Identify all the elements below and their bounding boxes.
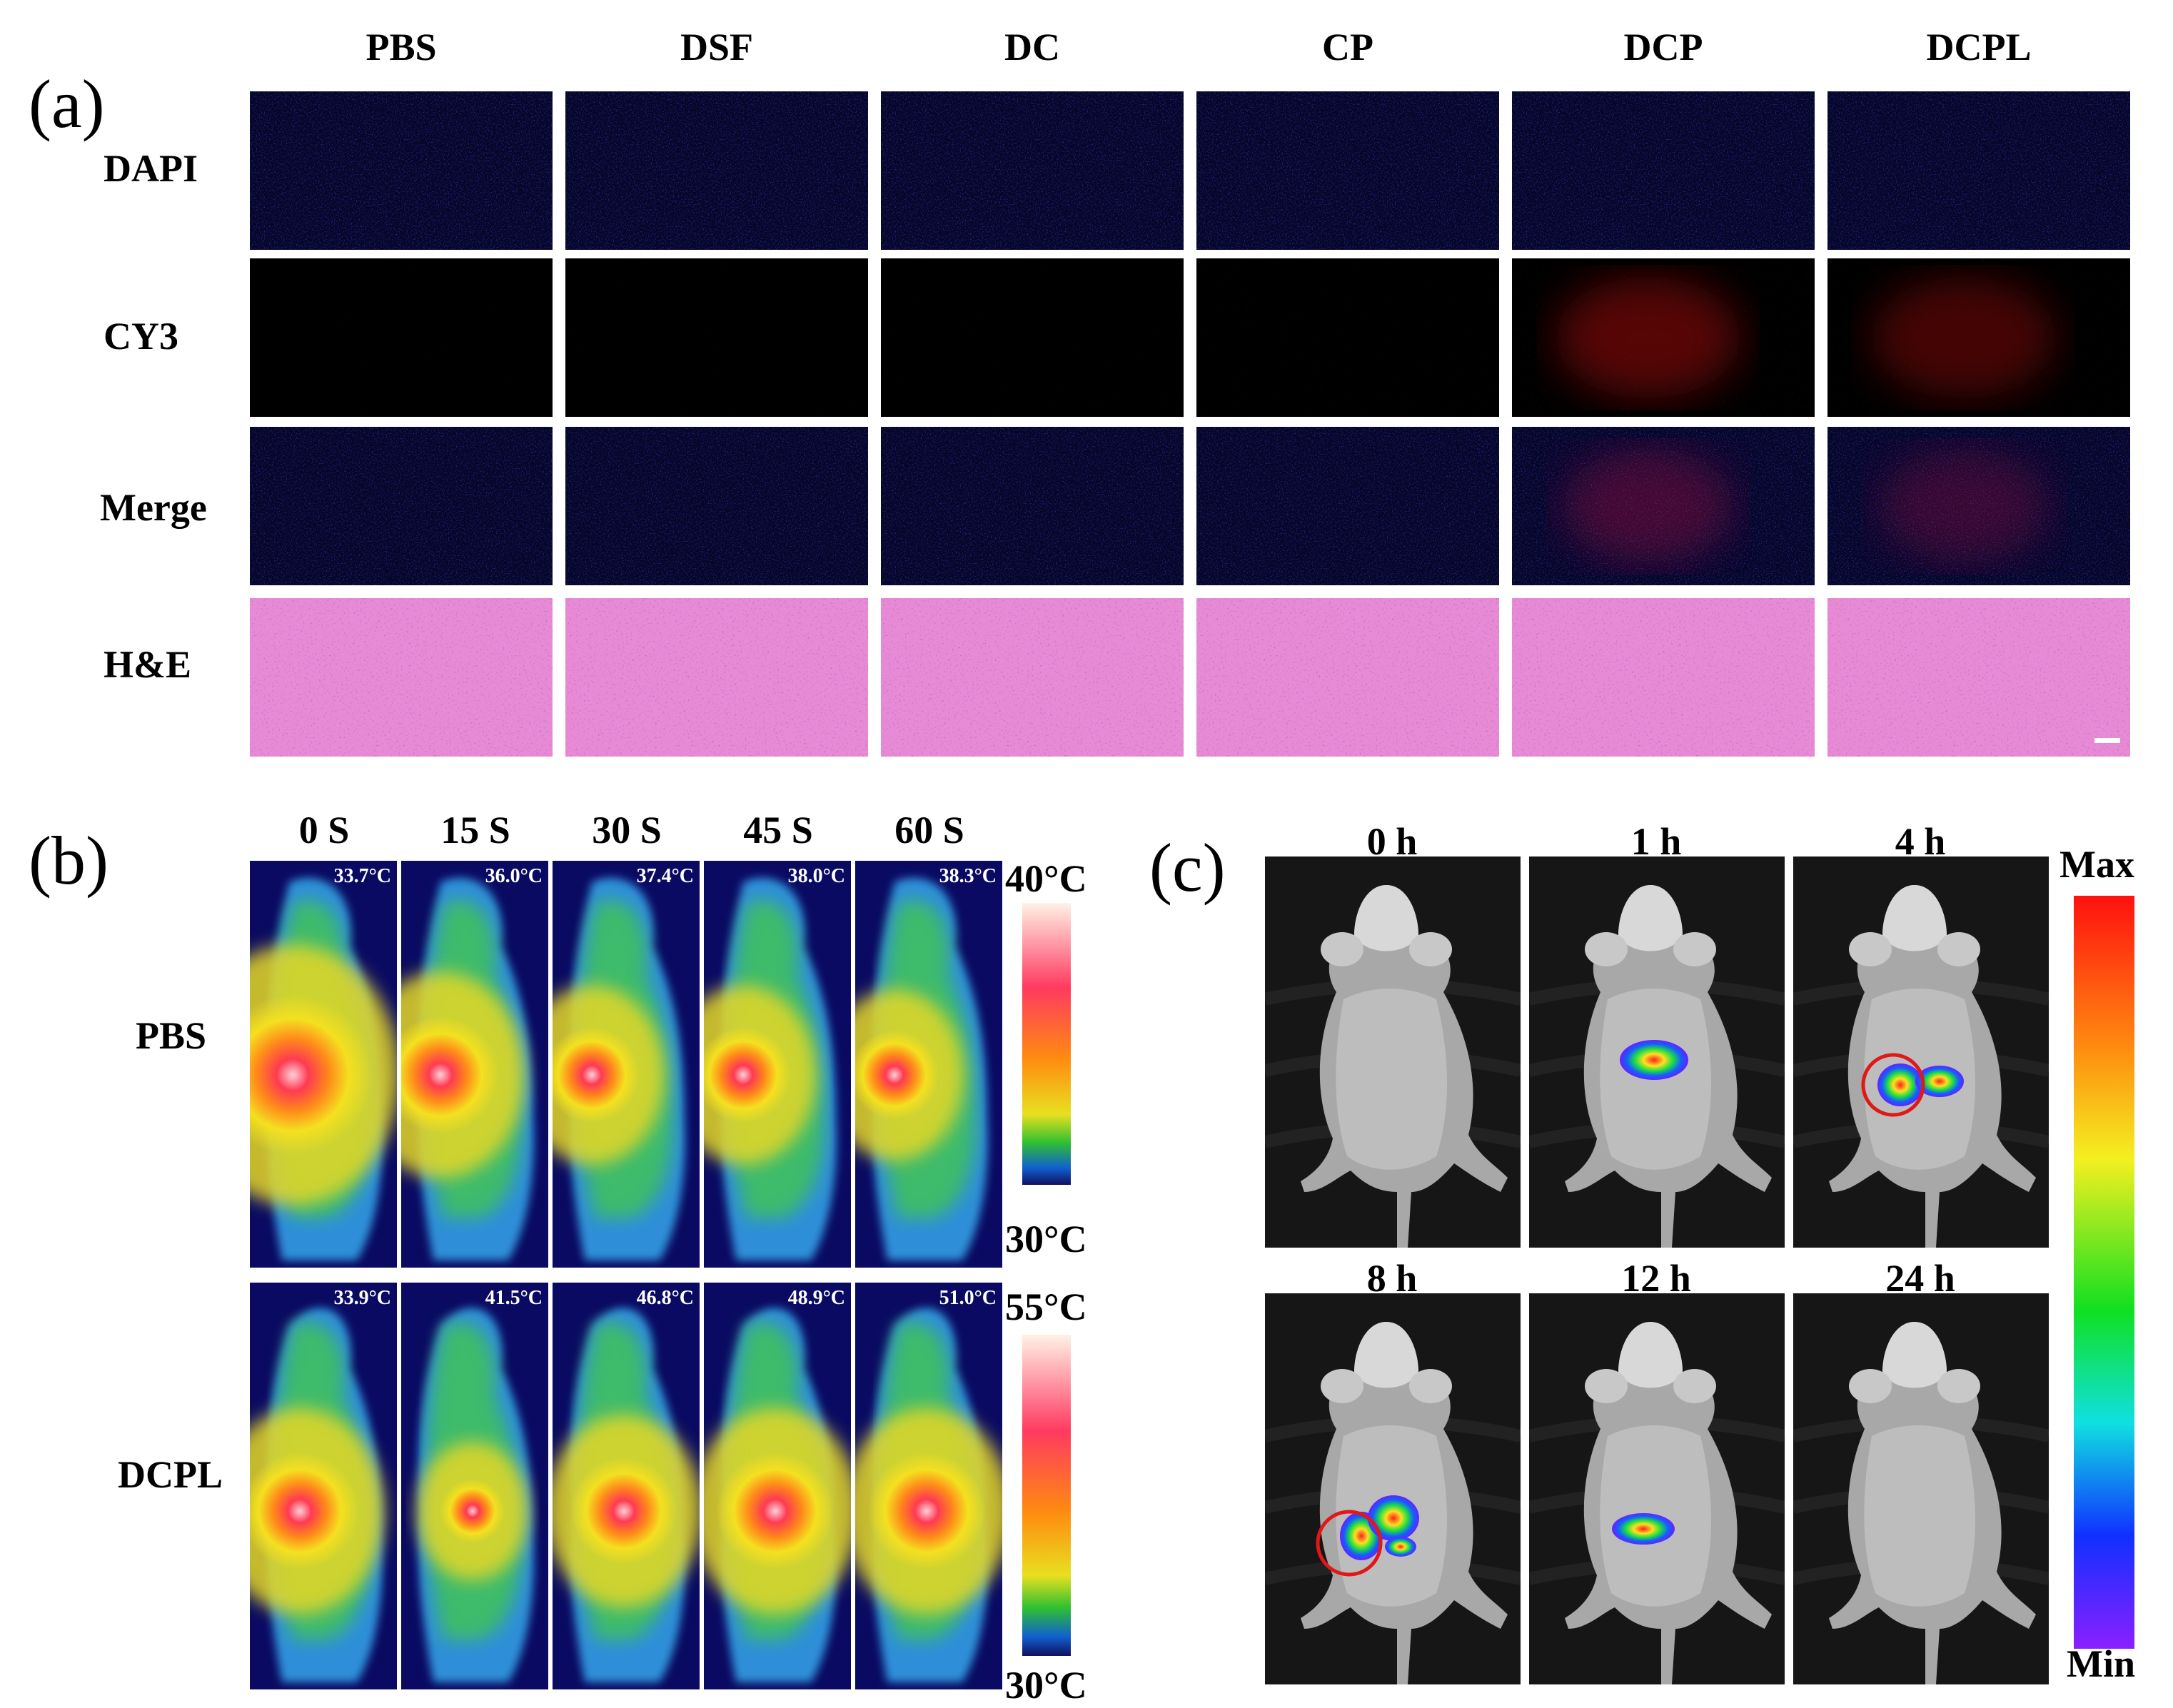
mouse-image-24h xyxy=(1793,1293,2049,1684)
thermal-image-pbs-4: 38.3°C xyxy=(855,861,1002,1268)
panel-a-label: (a) xyxy=(29,66,105,142)
micrograph-cy3-cp xyxy=(1196,258,1499,417)
time-label-4h: 4 h xyxy=(1895,820,1946,863)
thermal-image-dcpl-2: 46.8°C xyxy=(553,1283,700,1689)
row-label-dapi: DAPI xyxy=(104,147,198,190)
time-label-12h: 12 h xyxy=(1621,1257,1691,1300)
micrograph-dapi-dc xyxy=(881,91,1184,250)
temperature-readout: 33.7°C xyxy=(333,865,391,887)
temperature-readout: 38.0°C xyxy=(787,865,845,887)
time-label-24h: 24 h xyxy=(1885,1257,1955,1300)
micrograph-cy3-dcpl xyxy=(1827,258,2130,417)
colorbar-pbs-max: 40°C xyxy=(1005,857,1087,900)
micrograph-he-dcp xyxy=(1512,598,1815,757)
micrograph-merge-dsf xyxy=(565,427,868,585)
micrograph-merge-dcpl xyxy=(1827,427,2130,585)
row-label-he: H&E xyxy=(104,643,192,686)
mouse-image-12h xyxy=(1529,1293,1785,1684)
panel-c-label: (c) xyxy=(1149,829,1226,906)
colorbar-dcpl-max: 55°C xyxy=(1005,1285,1087,1328)
micrograph-cy3-pbs xyxy=(250,258,553,417)
thermal-image-dcpl-4: 51.0°C xyxy=(855,1283,1002,1689)
micrograph-dapi-pbs xyxy=(250,91,553,250)
micrograph-cy3-dcp xyxy=(1512,258,1815,417)
thermal-colorbar-pbs xyxy=(1022,903,1071,1185)
temperature-readout: 38.3°C xyxy=(939,865,997,887)
time-label-1h: 1 h xyxy=(1630,820,1682,863)
mouse-image-8h xyxy=(1265,1293,1521,1684)
time-label-60s: 60 S xyxy=(894,809,964,852)
micrograph-dapi-dcpl xyxy=(1827,91,2130,250)
column-header-dc: DC xyxy=(1004,26,1060,69)
column-header-pbs: PBS xyxy=(365,26,437,69)
lum-colorbar-max: Max xyxy=(2059,843,2134,886)
row-label-cy3: CY3 xyxy=(104,315,178,358)
column-header-dsf: DSF xyxy=(680,26,753,69)
micrograph-cy3-dc xyxy=(881,258,1184,417)
column-header-dcpl: DCPL xyxy=(1926,26,2032,69)
thermal-image-dcpl-3: 48.9°C xyxy=(704,1283,851,1689)
temperature-readout: 41.5°C xyxy=(485,1287,543,1309)
temperature-readout: 33.9°C xyxy=(333,1287,391,1309)
micrograph-he-dc xyxy=(881,598,1184,757)
temperature-readout: 36.0°C xyxy=(485,865,543,887)
micrograph-he-pbs xyxy=(250,598,553,757)
lum-colorbar-min: Min xyxy=(2067,1642,2136,1685)
thermal-image-pbs-2: 37.4°C xyxy=(553,861,700,1268)
micrograph-he-cp xyxy=(1196,598,1499,757)
group-label-dcpl: DCPL xyxy=(118,1453,223,1496)
mouse-image-1h xyxy=(1529,856,1785,1248)
temperature-readout: 37.4°C xyxy=(636,865,694,887)
micrograph-merge-dcp xyxy=(1512,427,1815,585)
temperature-readout: 48.9°C xyxy=(787,1287,845,1309)
mouse-image-4h xyxy=(1793,856,2049,1248)
row-label-merge: Merge xyxy=(100,486,207,529)
micrograph-merge-cp xyxy=(1196,427,1499,585)
column-header-cp: CP xyxy=(1322,26,1373,69)
time-label-15s: 15 S xyxy=(440,809,510,852)
micrograph-dapi-dcp xyxy=(1512,91,1815,250)
thermal-colorbar-dcpl xyxy=(1022,1335,1071,1656)
mouse-image-0h xyxy=(1265,856,1521,1248)
time-label-30s: 30 S xyxy=(592,809,662,852)
time-label-0h: 0 h xyxy=(1366,820,1418,863)
time-label-45s: 45 S xyxy=(743,809,813,852)
thermal-image-dcpl-1: 41.5°C xyxy=(401,1283,548,1689)
temperature-readout: 46.8°C xyxy=(636,1287,694,1309)
time-label-8h: 8 h xyxy=(1366,1257,1418,1300)
lum-colorbar xyxy=(2074,896,2134,1649)
micrograph-merge-pbs xyxy=(250,427,553,585)
thermal-image-pbs-0: 33.7°C xyxy=(250,861,397,1268)
thermal-image-dcpl-0: 33.9°C xyxy=(250,1283,397,1689)
micrograph-cy3-dsf xyxy=(565,258,868,417)
column-header-dcp: DCP xyxy=(1623,26,1703,69)
thermal-image-pbs-1: 36.0°C xyxy=(401,861,548,1268)
panel-b-label: (b) xyxy=(29,822,109,899)
micrograph-dapi-dsf xyxy=(565,91,868,250)
micrograph-dapi-cp xyxy=(1196,91,1499,250)
time-label-0s: 0 S xyxy=(298,809,350,852)
micrograph-he-dcpl xyxy=(1827,598,2130,757)
group-label-pbs: PBS xyxy=(136,1014,207,1057)
thermal-image-pbs-3: 38.0°C xyxy=(704,861,851,1268)
temperature-readout: 51.0°C xyxy=(939,1287,997,1309)
colorbar-dcpl-min: 30°C xyxy=(1005,1664,1087,1707)
micrograph-merge-dc xyxy=(881,427,1184,585)
colorbar-pbs-min: 30°C xyxy=(1005,1218,1087,1260)
micrograph-he-dsf xyxy=(565,598,868,757)
